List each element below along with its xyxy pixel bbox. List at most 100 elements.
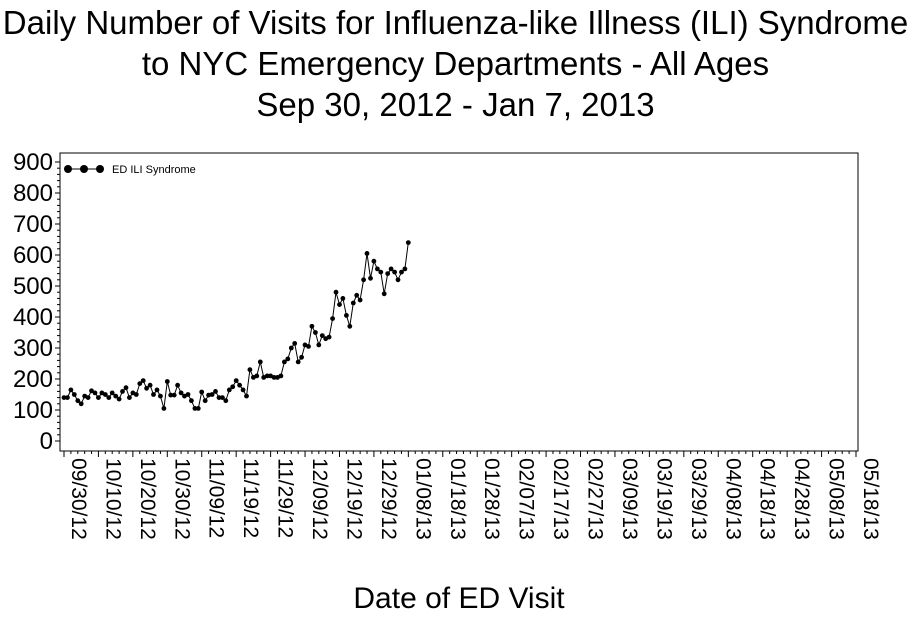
- data-point: [92, 390, 98, 396]
- x-tick-label: 04/08/13: [721, 458, 744, 540]
- y-tick-label: 700: [13, 211, 53, 238]
- legend-marker: [80, 165, 88, 173]
- x-tick-label: 12/19/12: [342, 458, 365, 540]
- x-tick-label: 04/28/13: [790, 458, 813, 540]
- y-tick-label: 900: [13, 149, 53, 176]
- data-point: [313, 330, 318, 335]
- data-point: [220, 395, 225, 400]
- plot-frame: [59, 152, 859, 452]
- data-point: [285, 356, 291, 362]
- x-axis: 09/30/12 10/10/12 10/20/12 10/30/12 11/09/12…: [63, 451, 882, 540]
- data-point: [361, 277, 366, 283]
- title-line-3: Sep 30, 2012 - Jan 7, 2013: [256, 86, 655, 123]
- data-point: [185, 392, 191, 397]
- data-point: [96, 395, 101, 400]
- y-tick-label: 300: [13, 335, 53, 362]
- data-point: [371, 258, 377, 264]
- data-point: [237, 382, 243, 388]
- data-point: [154, 387, 160, 393]
- data-point: [319, 333, 325, 338]
- x-tick-label: 09/30/12: [67, 458, 90, 540]
- title-line-2: to NYC Emergency Departments - All Ages: [141, 45, 770, 82]
- data-point: [161, 406, 167, 411]
- x-tick-label: 12/09/12: [308, 458, 331, 540]
- data-point: [388, 266, 394, 272]
- data-point: [61, 395, 67, 400]
- data-point: [354, 292, 360, 298]
- data-point: [140, 378, 146, 383]
- data-point: [137, 381, 143, 386]
- data-point: [230, 384, 236, 390]
- data-point: [340, 296, 346, 301]
- data-point: [195, 406, 201, 411]
- data-point: [295, 359, 301, 365]
- data-point: [381, 291, 387, 297]
- legend-marker: [64, 165, 72, 173]
- data-point: [399, 269, 404, 275]
- data-point: [65, 395, 70, 400]
- data-point: [330, 316, 335, 321]
- data-point: [240, 387, 246, 393]
- x-tick-label: 10/10/12: [101, 458, 124, 540]
- data-point: [333, 289, 339, 295]
- y-tick-label: 500: [13, 273, 53, 300]
- x-tick-label: 10/30/12: [170, 458, 193, 540]
- data-point: [168, 392, 174, 398]
- title-line-1: Daily Number of Visits for Influenza-lik…: [2, 4, 909, 41]
- x-tick-label: 05/18/13: [859, 458, 882, 540]
- data-point: [75, 398, 81, 404]
- x-tick-label: 12/29/12: [377, 458, 400, 540]
- data-point: [405, 240, 411, 246]
- data-point: [378, 269, 384, 275]
- x-tick-label: 01/08/13: [411, 458, 434, 540]
- data-point: [306, 344, 311, 349]
- data-point: [102, 392, 108, 397]
- data-point: [223, 398, 229, 404]
- data-point: [271, 375, 277, 380]
- x-tick-label: 11/09/12: [205, 458, 228, 538]
- x-tick-label: 03/09/13: [618, 458, 641, 540]
- y-tick-label: 0: [40, 428, 53, 455]
- data-point: [288, 345, 294, 351]
- data-point: [147, 382, 153, 388]
- data-point: [264, 373, 270, 379]
- x-tick-label: 05/08/13: [825, 458, 848, 540]
- data-point: [171, 392, 177, 398]
- data-point: [199, 389, 205, 395]
- x-tick-label: 04/18/13: [756, 458, 779, 540]
- data-point: [326, 334, 332, 340]
- data-point: [126, 395, 132, 400]
- data-point: [350, 300, 356, 306]
- x-tick-label: 01/18/13: [446, 458, 469, 540]
- data-point: [368, 275, 373, 281]
- data-point: [109, 390, 115, 396]
- x-tick-label: 11/19/12: [239, 458, 262, 538]
- data-point: [278, 373, 284, 379]
- legend-label: ED ILI Syndrome: [112, 164, 196, 176]
- y-axis: 0 100 200 300 400 500 600 700 800 900: [13, 149, 60, 455]
- legend-marker: [96, 165, 104, 173]
- x-tick-label: 02/17/13: [549, 458, 572, 540]
- data-point: [123, 385, 129, 391]
- data-point: [292, 341, 298, 346]
- data-point: [209, 392, 215, 397]
- x-tick-label: 11/29/12: [274, 458, 297, 538]
- data-point: [244, 393, 249, 399]
- y-tick-label: 800: [13, 180, 53, 207]
- data-point: [226, 387, 232, 393]
- x-axis-label: Date of ED Visit: [353, 582, 565, 615]
- x-tick-label: 02/07/13: [515, 458, 538, 540]
- y-tick-label: 600: [13, 242, 53, 269]
- data-point: [116, 396, 122, 402]
- data-point: [192, 406, 198, 411]
- data-point: [89, 388, 94, 394]
- data-point: [144, 385, 150, 391]
- data-point: [158, 393, 163, 399]
- data-point: [309, 323, 315, 329]
- data-point: [189, 398, 194, 404]
- data-point: [347, 323, 353, 329]
- data-point: [364, 251, 370, 256]
- x-tick-label: 01/28/13: [480, 458, 503, 540]
- data-point: [113, 393, 119, 399]
